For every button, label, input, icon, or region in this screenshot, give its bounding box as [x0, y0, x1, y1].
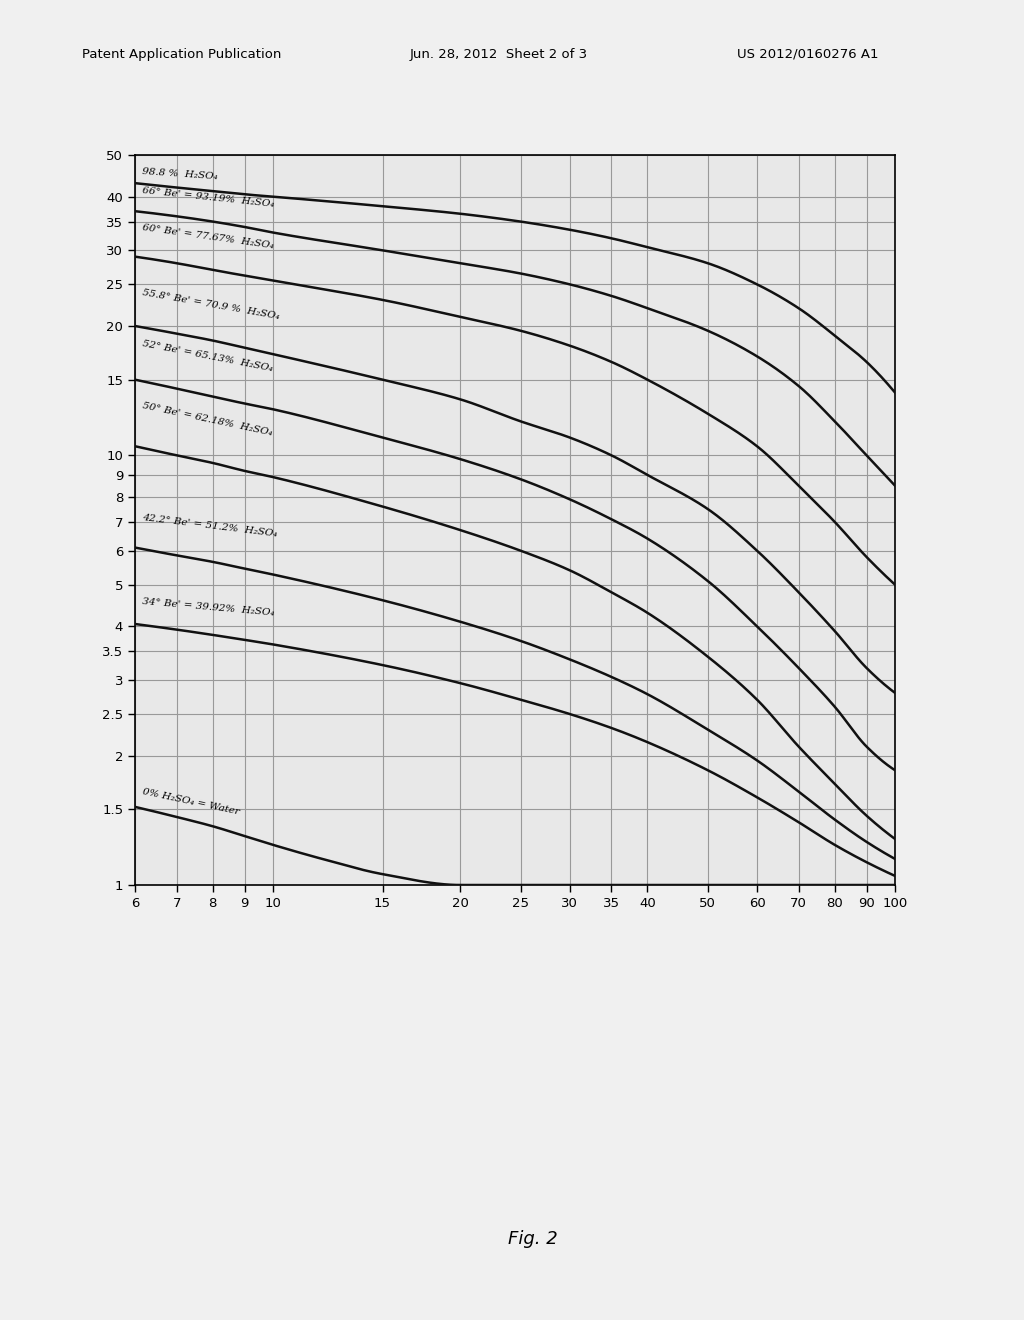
Text: US 2012/0160276 A1: US 2012/0160276 A1 — [737, 48, 879, 61]
Text: 52° Be' = 65.13%  H₂SO₄: 52° Be' = 65.13% H₂SO₄ — [141, 339, 273, 374]
Text: 66° Be' = 93.19%  H₂SO₄: 66° Be' = 93.19% H₂SO₄ — [141, 186, 274, 209]
Text: 0% H₂SO₄ = Water: 0% H₂SO₄ = Water — [141, 788, 241, 817]
Text: 34° Be' = 39.92%  H₂SO₄: 34° Be' = 39.92% H₂SO₄ — [141, 597, 274, 618]
Text: Jun. 28, 2012  Sheet 2 of 3: Jun. 28, 2012 Sheet 2 of 3 — [410, 48, 588, 61]
Text: 60° Be' = 77.67%  H₂SO₄: 60° Be' = 77.67% H₂SO₄ — [141, 223, 274, 251]
Text: Patent Application Publication: Patent Application Publication — [82, 48, 282, 61]
Text: Fig. 2: Fig. 2 — [508, 1230, 557, 1249]
Text: 98.8 %  H₂SO₄: 98.8 % H₂SO₄ — [141, 166, 218, 181]
Text: 50° Be' = 62.18%  H₂SO₄: 50° Be' = 62.18% H₂SO₄ — [141, 401, 273, 437]
Text: 42.2° Be' = 51.2%  H₂SO₄: 42.2° Be' = 51.2% H₂SO₄ — [141, 513, 278, 539]
Text: 55.8° Be' = 70.9 %  H₂SO₄: 55.8° Be' = 70.9 % H₂SO₄ — [141, 288, 281, 321]
